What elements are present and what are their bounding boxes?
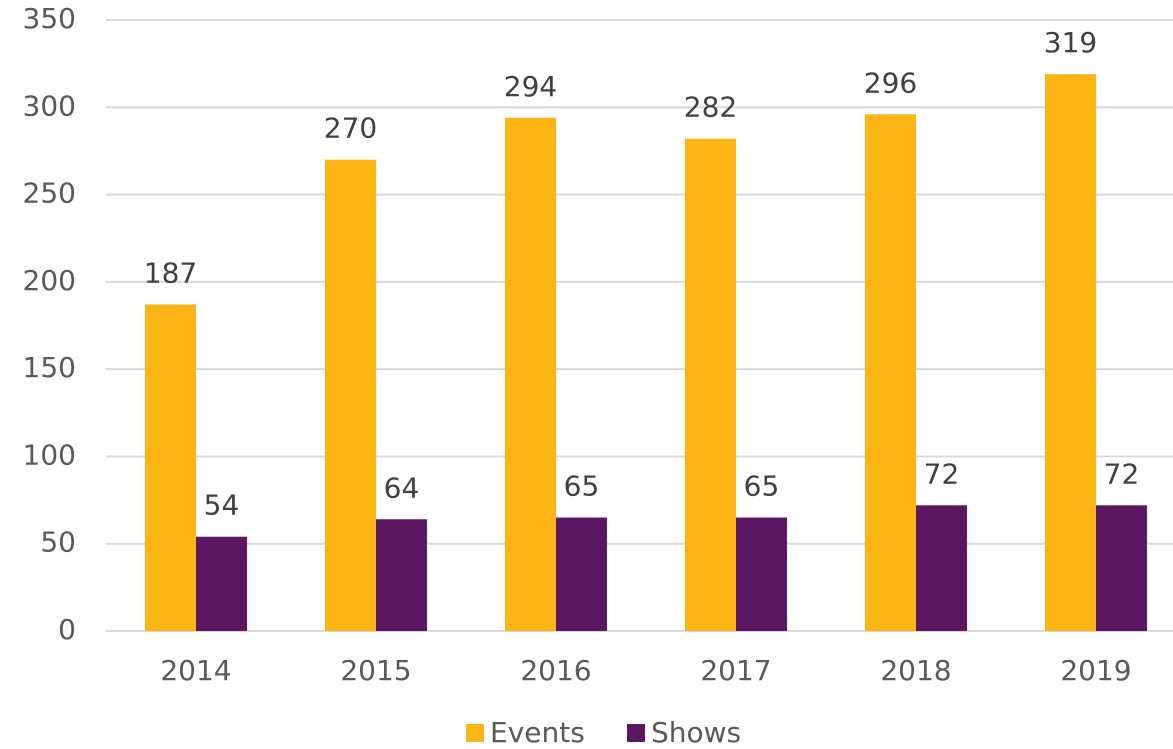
data-label: 282	[684, 91, 737, 124]
bar	[916, 505, 967, 631]
bar	[556, 517, 607, 631]
bar	[376, 519, 427, 631]
data-label: 72	[924, 457, 960, 490]
bar	[505, 117, 556, 631]
data-label: 296	[864, 66, 917, 99]
x-tick-label: 2014	[160, 654, 231, 687]
data-label: 65	[564, 470, 600, 503]
y-tick-label: 350	[23, 2, 76, 35]
y-tick-label: 150	[23, 351, 76, 384]
data-label: 72	[1104, 457, 1140, 490]
x-tick-label: 2017	[700, 654, 771, 687]
x-tick-label: 2015	[340, 654, 411, 687]
legend-label: Events	[490, 716, 585, 749]
y-tick-label: 0	[58, 613, 76, 646]
x-tick-label: 2019	[1060, 654, 1131, 687]
bar	[685, 138, 736, 632]
bar	[325, 159, 376, 631]
bar	[865, 114, 916, 632]
data-label: 65	[744, 470, 780, 503]
bar	[1045, 74, 1096, 632]
y-tick-label: 200	[23, 264, 76, 297]
y-tick-label: 250	[23, 177, 76, 210]
data-label: 187	[144, 257, 197, 290]
bar	[145, 304, 196, 631]
legend-swatch	[466, 724, 484, 742]
data-label: 64	[384, 471, 420, 504]
legend-label: Shows	[651, 716, 741, 749]
bar	[1096, 505, 1147, 631]
data-label: 319	[1044, 26, 1097, 59]
y-tick-label: 50	[40, 526, 76, 559]
data-label: 270	[324, 112, 377, 145]
x-tick-label: 2016	[520, 654, 591, 687]
bar	[736, 517, 787, 631]
legend-swatch	[627, 724, 645, 742]
data-label: 54	[204, 489, 240, 522]
y-tick-label: 300	[23, 89, 76, 122]
x-tick-label: 2018	[880, 654, 951, 687]
y-tick-label: 100	[23, 438, 76, 471]
data-label: 294	[504, 70, 557, 103]
bar	[196, 536, 247, 631]
